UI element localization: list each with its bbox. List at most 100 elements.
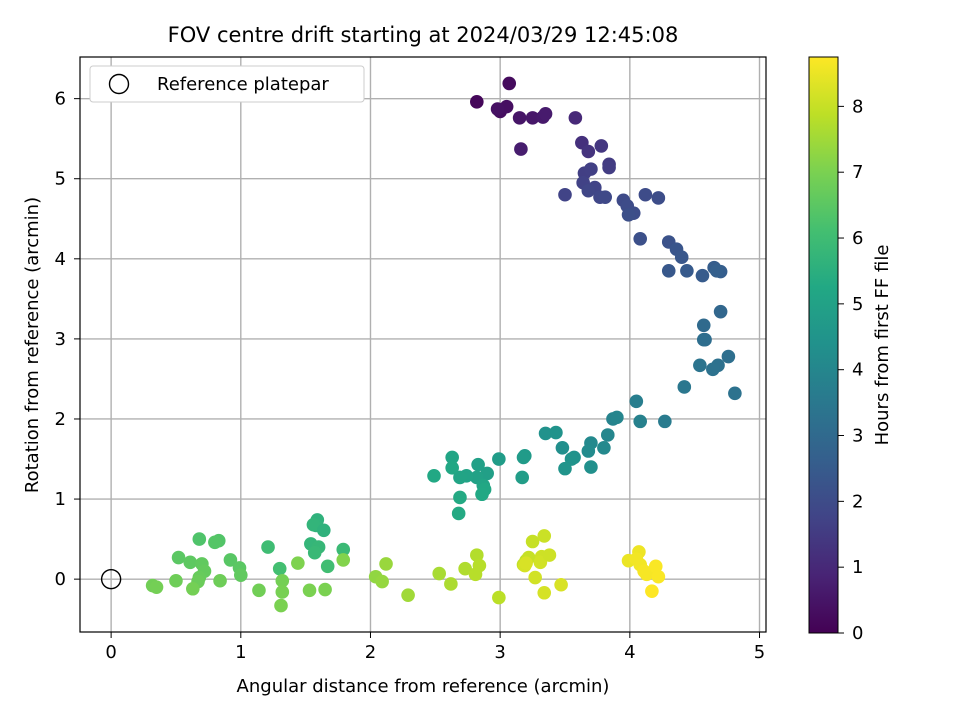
y-tick-label: 4 — [55, 249, 66, 270]
data-point — [274, 598, 288, 613]
data-point — [658, 414, 672, 429]
data-point — [525, 111, 540, 125]
x-tick-label: 3 — [494, 642, 505, 663]
legend-box — [89, 65, 365, 103]
colorbar-tick-label: 8 — [852, 96, 863, 117]
y-tick-label: 3 — [55, 329, 66, 350]
data-point — [261, 540, 275, 554]
data-point — [558, 187, 572, 202]
data-point — [320, 559, 335, 574]
colorbar-tick-label: 4 — [852, 360, 863, 381]
data-point — [275, 573, 290, 588]
reference-point — [100, 568, 122, 590]
data-point — [648, 559, 663, 574]
y-axis-ticks: 0 1 2 3 4 5 6 — [55, 89, 80, 590]
data-point — [515, 470, 530, 485]
legend: Reference platepar — [89, 65, 365, 103]
data-point — [706, 362, 720, 377]
data-point — [375, 574, 389, 589]
data-point — [471, 457, 485, 472]
data-point — [537, 585, 552, 600]
data-point — [492, 590, 506, 605]
data-point — [468, 567, 483, 582]
data-point — [693, 358, 707, 373]
y-tick-label: 5 — [55, 169, 66, 190]
colorbar-tick-label: 0 — [852, 623, 863, 644]
legend-label: Reference platepar — [157, 74, 329, 95]
data-point — [336, 553, 351, 567]
data-point — [291, 556, 305, 570]
data-point — [633, 231, 648, 246]
data-point — [633, 414, 648, 429]
data-point — [713, 304, 728, 319]
data-point — [453, 490, 467, 505]
data-point — [695, 268, 710, 283]
legend-open-circle-icon — [108, 73, 130, 95]
data-point — [453, 470, 467, 485]
data-point — [651, 191, 666, 205]
data-point — [528, 570, 542, 585]
data-point — [554, 577, 568, 592]
data-point — [171, 550, 186, 565]
data-point — [427, 469, 441, 483]
data-point — [597, 441, 611, 455]
data-point — [525, 534, 540, 549]
data-point — [549, 425, 563, 440]
data-point — [451, 506, 466, 521]
data-point — [696, 332, 711, 347]
data-point — [581, 183, 596, 198]
data-point — [512, 111, 527, 125]
data-point — [492, 452, 506, 466]
data-point — [564, 452, 579, 466]
data-point — [475, 487, 489, 502]
data-point — [645, 584, 659, 598]
data-point — [533, 555, 548, 570]
y-tick-label: 1 — [55, 489, 66, 510]
data-point — [480, 466, 494, 481]
data-point — [600, 428, 615, 442]
data-point — [721, 349, 736, 364]
data-point — [445, 461, 459, 475]
data-point — [502, 76, 517, 91]
x-tick-label: 4 — [624, 642, 635, 663]
data-point — [186, 581, 200, 596]
colorbar-gradient — [808, 56, 839, 634]
data-point — [490, 102, 505, 116]
x-axis-ticks: 0 1 2 3 4 5 — [105, 632, 765, 663]
colorbar-tick-label: 1 — [852, 557, 863, 578]
data-point — [432, 566, 447, 581]
data-point — [661, 264, 676, 278]
data-point — [208, 535, 222, 550]
grid — [80, 57, 766, 632]
data-point — [470, 548, 484, 562]
colorbar-label: Hours from first FF file — [872, 245, 893, 446]
data-point — [537, 529, 552, 543]
x-tick-label: 5 — [754, 642, 765, 663]
y-tick-label: 0 — [55, 569, 66, 590]
data-point — [638, 187, 653, 202]
data-point — [401, 588, 415, 602]
data-point — [192, 532, 207, 546]
data-point — [610, 410, 624, 425]
data-point — [584, 460, 598, 474]
data-point — [538, 107, 553, 121]
data-point — [558, 461, 572, 476]
chart-title: FOV centre drift starting at 2024/03/29 … — [168, 23, 679, 47]
data-point — [538, 426, 553, 441]
colorbar-tick-label: 5 — [852, 294, 863, 315]
data-point — [519, 556, 533, 570]
scatter-points — [145, 76, 742, 613]
plot-frame — [79, 56, 767, 633]
data-point — [379, 557, 393, 571]
reference-marker — [100, 568, 122, 590]
data-point — [318, 582, 332, 597]
data-point — [728, 386, 742, 401]
data-point — [445, 450, 459, 465]
data-point — [709, 264, 724, 278]
data-point — [594, 139, 609, 153]
data-point — [470, 95, 484, 109]
colorbar-ticks: 0 1 2 3 4 5 6 7 8 — [838, 96, 863, 644]
data-point — [602, 160, 616, 175]
data-point — [223, 553, 238, 567]
x-tick-label: 2 — [365, 642, 376, 663]
